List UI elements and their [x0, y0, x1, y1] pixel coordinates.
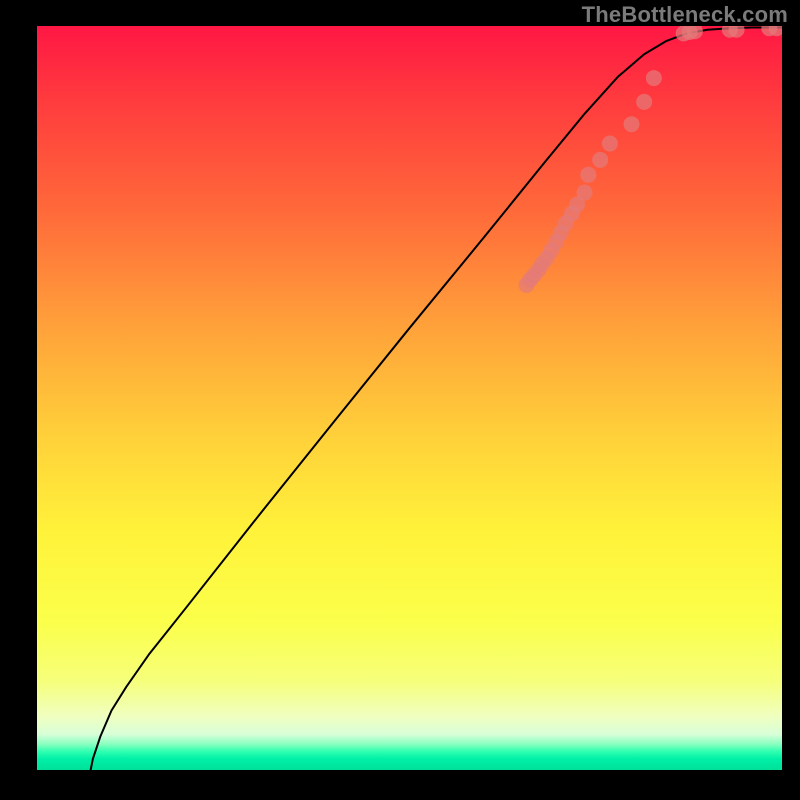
scatter-point — [602, 136, 618, 152]
watermark-label: TheBottleneck.com — [582, 2, 788, 28]
scatter-point — [577, 185, 593, 201]
scatter-point — [592, 152, 608, 168]
scatter-point — [580, 167, 596, 183]
scatter-point — [636, 94, 652, 110]
chart-svg — [37, 26, 782, 770]
scatter-point — [646, 70, 662, 86]
plot-area — [37, 26, 782, 770]
scatter-point — [624, 116, 640, 132]
chart-frame: TheBottleneck.com — [0, 0, 800, 800]
chart-background — [37, 26, 782, 770]
